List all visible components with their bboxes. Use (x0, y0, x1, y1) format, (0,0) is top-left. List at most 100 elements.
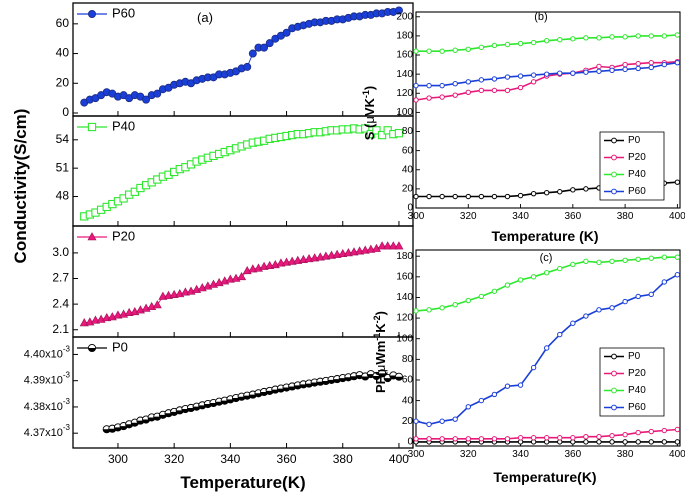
data-point-p60 (622, 298, 628, 305)
data-point-p40 (674, 254, 681, 260)
data-point-p20 (491, 87, 498, 94)
data-point-p0 (465, 193, 471, 200)
data-point-p0 (570, 187, 576, 193)
data-point-p60 (609, 305, 615, 311)
data-point-p60 (426, 421, 432, 428)
data-point-p40 (465, 297, 471, 304)
legend-label-p60: P60 (628, 402, 646, 413)
data-point-p60 (491, 391, 498, 398)
xtick-label: 380 (333, 452, 353, 466)
data-point-p0 (661, 439, 668, 445)
data-point-p20 (622, 61, 628, 68)
data-point-p60 (491, 76, 498, 82)
panel-b-ylabel-part-0: S ( (362, 123, 377, 140)
legend-marker-p40 (87, 122, 97, 132)
xtick-label: 400 (389, 452, 409, 466)
ytick-label: 120 (396, 313, 413, 324)
data-point-p60 (265, 39, 274, 48)
data-point-p40 (478, 44, 485, 51)
data-point-p60 (530, 72, 537, 78)
panel-c-ylabel: PF(μWm-1K-2) (372, 311, 388, 393)
ytick-label-p0: 4.39x10-3 (24, 371, 71, 387)
data-point-p60 (543, 71, 550, 77)
data-point-p20 (596, 63, 602, 70)
data-point-p0 (426, 193, 432, 200)
data-point-p20 (439, 436, 445, 442)
panel-b-ylabel-part-4: ) (362, 86, 377, 90)
data-point-p20 (635, 60, 641, 67)
ytick-label: 160 (396, 271, 413, 282)
panel-b-ylabel-part-3: -1 (361, 90, 371, 98)
subplot-p40: 48 51 54 P40 (56, 115, 414, 227)
data-point-p40 (439, 305, 445, 311)
data-point-p40 (452, 301, 458, 308)
legend-label-p20: P20 (628, 368, 646, 379)
ytick-label: 140 (396, 69, 413, 80)
data-point-p60 (557, 331, 563, 338)
data-point-p20 (413, 436, 419, 442)
ytick-label: 120 (396, 88, 413, 99)
data-point-p20 (504, 436, 511, 442)
data-point-p60 (517, 382, 524, 388)
xtick-label: 300 (408, 449, 425, 460)
data-point-p40 (372, 126, 381, 135)
data-point-p60 (570, 70, 576, 76)
legend-marker-p40 (611, 171, 617, 178)
data-point-p20 (426, 436, 432, 442)
xtick-label: 380 (617, 211, 634, 222)
data-point-p20 (504, 87, 511, 94)
data-point-p0 (557, 189, 563, 195)
legend-label-p40: P40 (628, 385, 646, 396)
xtick-label: 320 (164, 452, 184, 466)
legend-marker-p60 (88, 9, 97, 18)
legend-label-p20: P20 (628, 152, 646, 163)
data-point-p60 (504, 74, 511, 80)
data-point-p40 (530, 274, 537, 280)
data-point-p20 (452, 92, 458, 98)
data-point-p40 (426, 48, 432, 54)
ytick-label-p40: 48 (56, 189, 70, 203)
data-point-p20 (452, 436, 458, 442)
data-point-p20 (478, 87, 485, 94)
data-point-p60 (153, 89, 162, 98)
data-point-p0 (491, 193, 498, 200)
data-point-p20 (413, 97, 419, 103)
data-point-p20 (635, 429, 641, 436)
data-point-p60 (557, 70, 563, 76)
data-point-p0 (517, 192, 524, 199)
xtick-label: 340 (220, 452, 240, 466)
ytick-label: 80 (402, 126, 414, 137)
legend-box (599, 131, 665, 201)
panel-b-ylabel: S (μVK-1) (361, 86, 377, 141)
panel-a-ylabel: Conductivity(S/cm) (11, 109, 30, 264)
data-point-p40 (622, 257, 628, 264)
data-point-p0 (674, 439, 681, 445)
data-point-p20 (478, 436, 485, 442)
panel-c-ylabel-part-3: -1 (372, 333, 382, 341)
series-line-p40 (84, 127, 400, 217)
data-point-p20 (394, 241, 404, 250)
data-point-p20 (648, 428, 654, 435)
data-point-p60 (439, 418, 445, 424)
data-point-p0 (413, 193, 419, 200)
data-point-p20 (383, 241, 393, 250)
panel-b-ylabel-part-2: VK (362, 97, 377, 116)
series-line-p20 (84, 245, 399, 324)
data-point-p60 (439, 82, 445, 89)
data-point-p40 (570, 261, 576, 268)
panel-b-plot: 0 20 40 60 80 100 120 140 160 180 200 300 320 340 360 3… (396, 11, 685, 222)
data-point-p40 (543, 269, 550, 276)
data-point-p40 (530, 39, 537, 46)
data-point-p60 (648, 64, 654, 71)
data-point-p60 (530, 364, 537, 371)
panel-a-label: (a) (197, 10, 213, 25)
ytick-label: 40 (402, 164, 414, 175)
data-point-p60 (596, 307, 602, 313)
panel-c-plot: 0 20 40 60 80 100 120 140 160 180 300 320 340 360 380 4… (396, 249, 685, 460)
data-point-p20 (583, 434, 589, 440)
panel-c-ylabel-part-5: -2 (372, 315, 382, 323)
panel-c-ylabel-part-4: K (373, 323, 388, 333)
xtick-label: 400 (669, 449, 685, 460)
data-point-p40 (648, 33, 654, 39)
data-point-p60 (583, 69, 589, 75)
